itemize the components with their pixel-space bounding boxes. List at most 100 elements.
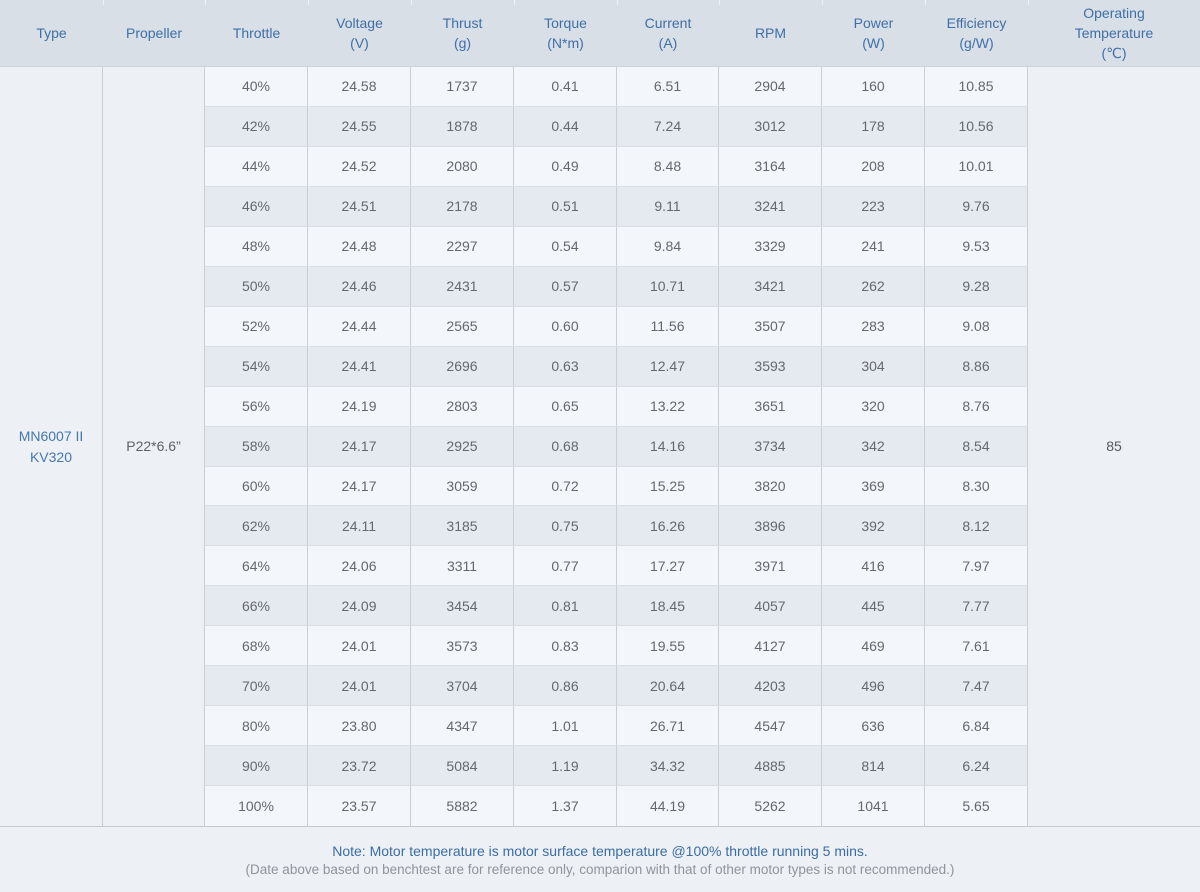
cell-torque: 0.60 (514, 306, 617, 346)
cell-thrust: 1737 (411, 67, 514, 106)
cell-throttle: 48% (205, 226, 308, 266)
propeller-value: P22*6.6” (126, 438, 181, 454)
header-cell-propeller: Propeller (103, 0, 206, 66)
cell-current: 17.27 (617, 546, 719, 586)
cell-throttle: 42% (205, 106, 308, 146)
cell-efficiency: 7.97 (925, 546, 1028, 586)
table-row: 100% 23.57 5882 1.37 44.19 5262 1041 5.65 (205, 786, 1028, 827)
table-row: 90% 23.72 5084 1.19 34.32 4885 814 6.24 (205, 746, 1028, 787)
cell-thrust: 2431 (411, 266, 514, 306)
cell-rpm: 4885 (719, 746, 822, 786)
table-row: 50% 24.46 2431 0.57 10.71 3421 262 9.28 (205, 266, 1028, 307)
cell-power: 241 (822, 226, 925, 266)
cell-rpm: 3593 (719, 346, 822, 386)
cell-rpm: 3421 (719, 266, 822, 306)
note-primary: Note: Motor temperature is motor surface… (332, 843, 868, 859)
header-cell-type: Type (0, 0, 104, 66)
cell-voltage: 24.11 (308, 506, 411, 546)
header-label: Torque (544, 15, 587, 31)
cell-thrust: 3185 (411, 506, 514, 546)
cell-power: 283 (822, 306, 925, 346)
cell-current: 20.64 (617, 666, 719, 706)
cell-thrust: 2565 (411, 306, 514, 346)
table-row: 66% 24.09 3454 0.81 18.45 4057 445 7.77 (205, 586, 1028, 627)
cell-throttle: 46% (205, 186, 308, 226)
cell-power: 392 (822, 506, 925, 546)
cell-throttle: 56% (205, 386, 308, 426)
cell-current: 18.45 (617, 586, 719, 626)
cell-efficiency: 8.76 (925, 386, 1028, 426)
table-row: 68% 24.01 3573 0.83 19.55 4127 469 7.61 (205, 626, 1028, 667)
cell-torque: 0.86 (514, 666, 617, 706)
header-label: Current (644, 15, 692, 31)
header-label: RPM (754, 25, 787, 41)
cell-efficiency: 10.56 (925, 106, 1028, 146)
cell-efficiency: 9.28 (925, 266, 1028, 306)
cell-thrust: 3573 (411, 626, 514, 666)
cell-voltage: 24.17 (308, 466, 411, 506)
cell-thrust: 3059 (411, 466, 514, 506)
cell-torque: 0.41 (514, 67, 617, 106)
header-label: Power (853, 15, 894, 31)
cell-power: 320 (822, 386, 925, 426)
cell-thrust: 5882 (411, 786, 514, 827)
cell-rpm: 3164 (719, 146, 822, 186)
cell-throttle: 90% (205, 746, 308, 786)
cell-power: 496 (822, 666, 925, 706)
cell-voltage: 24.01 (308, 666, 411, 706)
cell-throttle: 58% (205, 426, 308, 466)
cell-efficiency: 8.86 (925, 346, 1028, 386)
cell-throttle: 66% (205, 586, 308, 626)
cell-torque: 0.49 (514, 146, 617, 186)
cell-efficiency: 6.24 (925, 746, 1028, 786)
table-row: 58% 24.17 2925 0.68 14.16 3734 342 8.54 (205, 426, 1028, 467)
table-row: 42% 24.55 1878 0.44 7.24 3012 178 10.56 (205, 106, 1028, 147)
cell-voltage: 24.58 (308, 67, 411, 106)
cell-current: 6.51 (617, 67, 719, 106)
cell-current: 9.11 (617, 186, 719, 226)
header-unit: (g) (453, 35, 472, 51)
cell-current: 9.84 (617, 226, 719, 266)
cell-throttle: 52% (205, 306, 308, 346)
cell-current: 14.16 (617, 426, 719, 466)
cell-power: 636 (822, 706, 925, 746)
cell-throttle: 62% (205, 506, 308, 546)
cell-voltage: 24.46 (308, 266, 411, 306)
header-label: Voltage (336, 15, 383, 31)
operating-temperature-cell: 85 (1028, 67, 1200, 826)
header-cell-rpm: RPM (719, 0, 823, 66)
cell-thrust: 4347 (411, 706, 514, 746)
header-cell-power: Power (W) (822, 0, 926, 66)
cell-torque: 0.81 (514, 586, 617, 626)
cell-power: 160 (822, 67, 925, 106)
cell-current: 10.71 (617, 266, 719, 306)
cell-rpm: 2904 (719, 67, 822, 106)
cell-efficiency: 9.53 (925, 226, 1028, 266)
header-cell-torque: Torque (N*m) (514, 0, 618, 66)
header-unit: (g/W) (959, 35, 994, 51)
cell-throttle: 64% (205, 546, 308, 586)
cell-voltage: 24.41 (308, 346, 411, 386)
cell-voltage: 24.06 (308, 546, 411, 586)
table-row: 70% 24.01 3704 0.86 20.64 4203 496 7.47 (205, 666, 1028, 707)
header-unit: (W) (862, 35, 885, 51)
cell-torque: 0.77 (514, 546, 617, 586)
table-row: 64% 24.06 3311 0.77 17.27 3971 416 7.97 (205, 546, 1028, 587)
cell-power: 178 (822, 106, 925, 146)
cell-torque: 1.01 (514, 706, 617, 746)
cell-power: 469 (822, 626, 925, 666)
cell-rpm: 3012 (719, 106, 822, 146)
cell-torque: 0.65 (514, 386, 617, 426)
cell-rpm: 3971 (719, 546, 822, 586)
table-row: 80% 23.80 4347 1.01 26.71 4547 636 6.84 (205, 706, 1028, 747)
header-cell-efficiency: Efficiency (g/W) (925, 0, 1029, 66)
header-cell-current: Current (A) (617, 0, 720, 66)
cell-power: 814 (822, 746, 925, 786)
header-unit: (N*m) (547, 35, 584, 51)
cell-rpm: 3507 (719, 306, 822, 346)
header-unit: (V) (350, 35, 369, 51)
cell-power: 208 (822, 146, 925, 186)
cell-power: 223 (822, 186, 925, 226)
cell-torque: 0.57 (514, 266, 617, 306)
